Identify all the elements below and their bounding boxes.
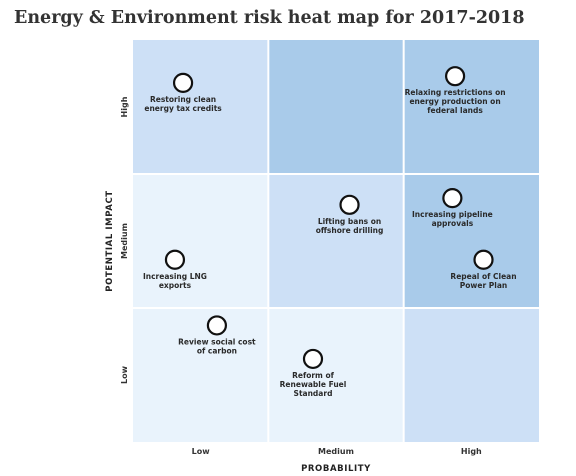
heatmap-cell-medium-low [268,308,404,442]
heatmap-cell-medium-medium [268,174,404,308]
heatmap-cell-high-high [403,40,539,174]
y-tick-label: Low [120,365,129,384]
risk-point-label: approvals [432,219,474,228]
risk-point-marker [442,188,463,209]
risk-point-label: offshore drilling [316,226,384,235]
chart-title: Energy & Environment risk heat map for 2… [14,8,525,28]
risk-point-label: Increasing pipeline [412,210,493,219]
risk-point-marker [473,249,494,270]
y-tick-label: High [120,96,129,117]
risk-point-label: Renewable Fuel [280,380,347,389]
heatmap-cell-high-medium [403,174,539,308]
risk-point-label: Restoring clean [150,95,216,104]
risk-point-label: Review social cost [178,337,256,346]
heatmap-cell-low-medium [133,174,269,308]
risk-point-marker [172,72,194,93]
risk-point-label: Lifting bans on [318,217,381,226]
risk-point-marker [164,249,186,270]
heatmap-cell-high-low [403,308,539,442]
risk-point-label: Increasing LNG [143,272,207,281]
heatmap-cell-low-low [133,308,269,442]
risk-point-label: Relaxing restrictions on [405,88,506,97]
risk-point-label: Power Plan [460,281,507,290]
x-tick-label: Medium [318,447,354,456]
risk-point-label: Standard [294,389,333,398]
x-tick-label: Low [192,447,211,456]
heatmap-cell-medium-high [268,40,404,174]
heatmap-cell-low-high [133,40,269,174]
risk-point-marker [302,348,324,370]
x-axis-label: PROBABILITY [301,464,371,474]
risk-point-marker [339,194,360,215]
risk-point-label: of carbon [197,346,237,355]
risk-point-label: Repeal of Clean [450,272,516,281]
x-tick-label: High [461,447,482,456]
risk-point-marker [206,315,228,336]
y-axis-label: POTENTIAL IMPACT [105,190,115,291]
risk-point-label: federal lands [427,106,483,115]
risk-point-label: Reform of [292,371,335,380]
risk-point-label: exports [159,281,192,290]
risk-point-label: energy production on [409,97,500,106]
risk-point-marker [444,66,466,87]
risk-point-label: energy tax credits [144,104,222,113]
y-tick-label: Medium [120,223,129,259]
